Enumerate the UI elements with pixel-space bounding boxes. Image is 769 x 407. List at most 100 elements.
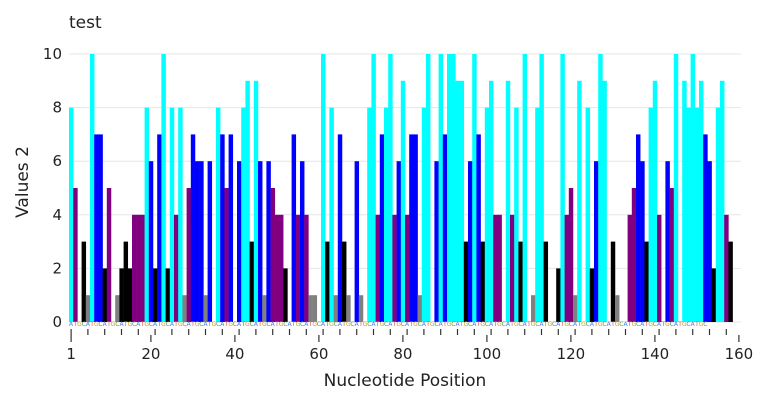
bar <box>682 80 687 322</box>
bar <box>228 134 234 322</box>
sequence-letter: G <box>329 321 334 328</box>
sequence-letter: A <box>455 321 460 328</box>
sequence-letter: A <box>136 321 141 328</box>
sequence-letter: G <box>128 321 133 328</box>
bar <box>190 134 196 322</box>
sequence-letter: G <box>94 321 99 328</box>
sequence-letter: G <box>564 321 569 328</box>
sequence-letter: T <box>140 321 145 328</box>
bar <box>669 188 675 322</box>
sequence-letter: A <box>338 321 343 328</box>
y-tick-label: 4 <box>52 206 62 224</box>
bar <box>388 54 393 322</box>
sequence-letter: T <box>492 321 497 328</box>
bar <box>589 268 595 322</box>
bar <box>119 268 124 322</box>
sequence-letter: T <box>89 321 94 328</box>
bar <box>325 241 330 322</box>
x-tick-label: 160 <box>725 345 754 363</box>
bar <box>342 241 347 322</box>
bar <box>535 107 540 322</box>
sequence-letter: A <box>69 321 74 328</box>
bar <box>480 241 486 322</box>
sequence-letter: T <box>72 321 77 328</box>
sequence-letter: G <box>77 321 82 328</box>
sequence-letter: T <box>274 321 279 328</box>
bar <box>459 80 465 322</box>
sequence-letter: C <box>619 321 623 328</box>
bar <box>90 54 95 322</box>
sequence-letter: A <box>86 321 91 328</box>
bar <box>258 161 263 322</box>
sequence-letter: A <box>119 321 124 328</box>
bar <box>657 214 662 322</box>
bar <box>132 214 137 322</box>
bar <box>371 54 376 322</box>
bar <box>367 107 372 322</box>
bar <box>102 268 108 322</box>
sequence-letter: A <box>472 321 477 328</box>
bar <box>98 134 103 322</box>
bar <box>207 161 213 322</box>
bar <box>241 107 246 322</box>
sequence-letter: C <box>199 321 203 328</box>
sequence-letter: C <box>518 321 522 328</box>
sequence-letter: T <box>375 321 380 328</box>
sequence-letter: T <box>324 321 329 328</box>
bar <box>358 295 364 322</box>
sequence-letter: C <box>300 321 304 328</box>
bar <box>157 134 162 322</box>
y-axis-ticks: 0 2 4 6 8 10 <box>43 45 62 331</box>
bar <box>438 54 444 322</box>
bar <box>375 214 381 322</box>
bar <box>384 107 389 322</box>
bar <box>615 295 620 322</box>
sequence-letter: A <box>203 321 208 328</box>
bar <box>531 295 536 322</box>
bar <box>690 54 696 322</box>
sequence-letter: C <box>670 321 674 328</box>
bar <box>673 54 679 322</box>
sequence-letter: G <box>312 321 317 328</box>
bar <box>253 80 259 322</box>
bar <box>127 268 133 322</box>
sequence-letter: C <box>636 321 640 328</box>
sequence-letter: C <box>367 321 371 328</box>
bar <box>295 214 301 322</box>
bar <box>279 214 284 322</box>
bar <box>564 214 570 322</box>
bar <box>333 295 339 322</box>
sequence-letter: A <box>405 321 410 328</box>
sequence-letter: G <box>245 321 250 328</box>
sequence-letter: A <box>304 321 309 328</box>
bar <box>560 54 565 322</box>
sequence-letter: G <box>548 321 553 328</box>
sequence-letter: T <box>240 321 245 328</box>
bar <box>694 107 700 322</box>
sequence-letter: G <box>514 321 519 328</box>
bar <box>203 295 208 322</box>
sequence-letter: A <box>321 321 326 328</box>
sequence-letter: C <box>703 321 707 328</box>
bar <box>400 80 406 322</box>
sequence-letter: A <box>254 321 259 328</box>
sequence-letter: A <box>153 321 158 328</box>
bar <box>627 214 633 322</box>
sequence-letter: T <box>291 321 296 328</box>
bar <box>337 134 343 322</box>
bar <box>405 214 410 322</box>
sequence-letter: T <box>358 321 363 328</box>
bar <box>468 161 473 322</box>
bar <box>720 80 725 322</box>
sequence-letter: A <box>170 321 175 328</box>
sequence-letter: T <box>224 321 229 328</box>
bar <box>216 107 221 322</box>
bar <box>85 295 91 322</box>
bar <box>514 107 519 322</box>
y-tick-label: 6 <box>52 152 62 170</box>
bar <box>652 80 658 322</box>
bar <box>144 107 150 322</box>
sequence-letter: T <box>106 321 111 328</box>
sequence-letter: T <box>308 321 313 328</box>
bar <box>728 241 733 322</box>
